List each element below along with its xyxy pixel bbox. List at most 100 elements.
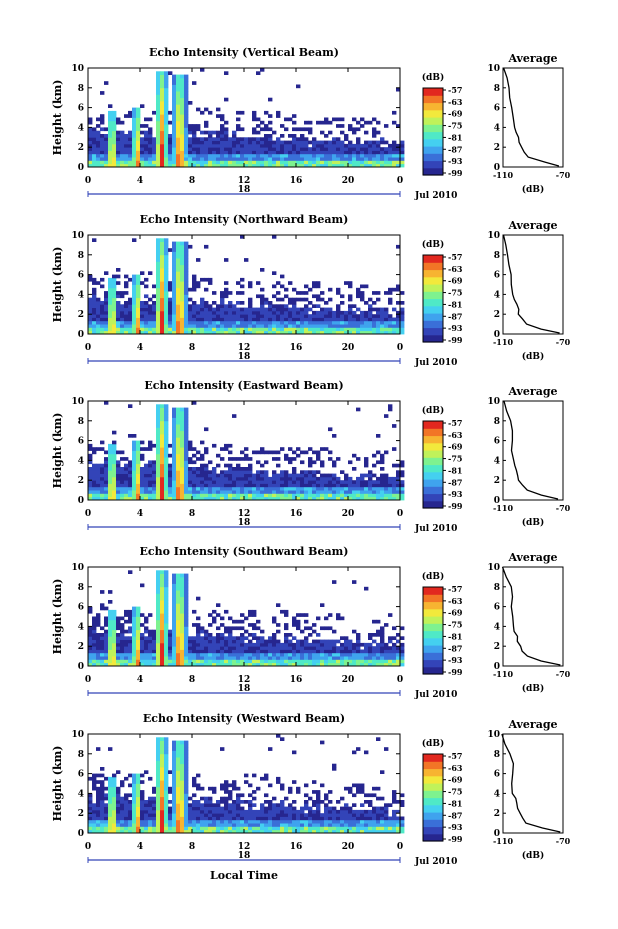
heatmap-cell	[312, 656, 317, 660]
heatmap-cell	[344, 656, 349, 660]
heatmap-cell	[156, 750, 161, 755]
heatmap-cell	[276, 483, 281, 488]
heatmap-cell	[132, 284, 137, 289]
heatmap-cell	[220, 160, 225, 165]
heatmap-cell	[176, 314, 181, 318]
heatmap-cell	[392, 662, 397, 667]
heatmap-cell	[324, 486, 329, 491]
heatmap-cell	[208, 633, 213, 637]
heatmap-cell	[108, 457, 113, 461]
heatmap-cell	[144, 140, 149, 145]
heatmap-cell	[156, 81, 161, 85]
heatmap-cell	[300, 486, 305, 491]
heatmap-cell	[96, 662, 101, 667]
heatmap-cell	[280, 493, 285, 498]
heatmap-cell	[92, 314, 97, 318]
heatmap-cell	[380, 633, 385, 637]
heatmap-cell	[196, 659, 201, 664]
heatmap-cell	[168, 493, 173, 498]
heatmap-cell	[364, 120, 369, 125]
y-tick-label: 2	[78, 143, 84, 153]
panel-title: Echo Intensity (Vertical Beam)	[149, 46, 339, 59]
heatmap-cell	[224, 127, 229, 132]
heatmap-cell	[328, 656, 333, 660]
heatmap-cell	[244, 453, 249, 458]
heatmap-cell	[180, 619, 185, 624]
heatmap-cell	[240, 467, 245, 471]
heatmap-cell	[312, 493, 317, 498]
heatmap-cell	[240, 301, 245, 305]
heatmap-cell	[256, 473, 261, 478]
heatmap-cell	[112, 110, 117, 115]
heatmap-cell	[220, 317, 225, 322]
heatmap-cell	[184, 473, 189, 478]
heatmap-cell	[280, 642, 285, 647]
heatmap-cell	[276, 114, 281, 118]
heatmap-cell	[92, 330, 97, 335]
heatmap-cell	[172, 424, 177, 428]
heatmap-cell	[156, 609, 161, 614]
heatmap-cell	[160, 750, 165, 755]
heatmap-cell	[172, 629, 177, 634]
heatmap-cell	[160, 143, 165, 148]
heatmap-cell	[188, 636, 193, 640]
heatmap-cell	[304, 649, 309, 654]
heatmap-cell	[116, 281, 121, 285]
heatmap-cell	[340, 317, 345, 322]
heatmap-cell	[180, 639, 185, 644]
heatmap-cell	[324, 153, 329, 158]
heatmap-cell	[380, 147, 385, 151]
heatmap-cell	[228, 483, 233, 488]
heatmap-cell	[200, 137, 205, 141]
heatmap-cell	[156, 652, 161, 657]
heatmap-cell	[252, 493, 257, 498]
heatmap-cell	[116, 324, 121, 328]
heatmap-cell	[256, 281, 261, 285]
heatmap-cell	[276, 603, 281, 607]
heatmap-cell	[164, 476, 169, 481]
heatmap-cell	[208, 140, 213, 145]
heatmap-cell	[348, 656, 353, 660]
heatmap-cell	[288, 281, 293, 285]
colorbar-swatch	[423, 102, 443, 111]
heatmap-cell	[292, 327, 297, 332]
heatmap-cell	[400, 143, 405, 148]
heatmap-cell	[328, 330, 333, 335]
heatmap-cell	[360, 652, 365, 657]
heatmap-cell	[208, 281, 213, 285]
heatmap-cell	[168, 317, 173, 322]
heatmap-cell	[172, 743, 177, 748]
heatmap-cell	[164, 248, 169, 252]
heatmap-cell	[236, 301, 241, 305]
heatmap-cell	[160, 304, 165, 308]
heatmap-cell	[212, 291, 217, 295]
heatmap-cell	[336, 320, 341, 325]
colorbar-unit: (dB)	[422, 239, 444, 250]
heatmap-cell	[188, 457, 193, 461]
heatmap-cell	[296, 307, 301, 312]
heatmap-cell	[308, 320, 313, 325]
heatmap-cell	[300, 143, 305, 148]
heatmap-cell	[100, 467, 105, 471]
heatmap-cell	[96, 780, 101, 784]
heatmap-cell	[236, 147, 241, 151]
heatmap-cell	[348, 324, 353, 328]
heatmap-cell	[384, 642, 389, 647]
heatmap-cell	[236, 160, 241, 165]
heatmap-cell	[156, 241, 161, 246]
heatmap-cell	[308, 460, 313, 465]
heatmap-cell	[360, 486, 365, 491]
heatmap-cell	[164, 244, 169, 249]
heatmap-cell	[304, 626, 309, 631]
heatmap-cell	[164, 101, 169, 105]
heatmap-cell	[124, 490, 129, 494]
heatmap-cell	[320, 307, 325, 312]
heatmap-cell	[212, 480, 217, 484]
heatmap-cell	[172, 662, 177, 667]
heatmap-cell	[184, 829, 189, 834]
heatmap-cell	[152, 301, 157, 305]
heatmap-cell	[192, 314, 197, 318]
heatmap-cell	[156, 134, 161, 138]
heatmap-cell	[232, 130, 237, 135]
heatmap-cell	[100, 143, 105, 148]
